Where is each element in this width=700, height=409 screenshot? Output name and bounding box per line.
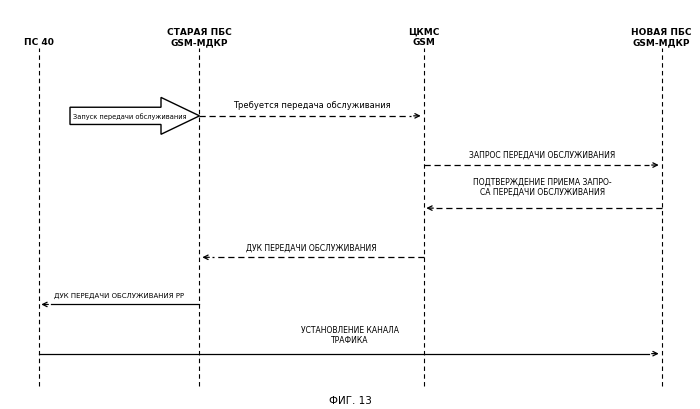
Polygon shape [70,98,199,135]
Text: ФИГ. 13: ФИГ. 13 [328,395,372,405]
Text: Требуется передача обслуживания: Требуется передача обслуживания [232,101,391,110]
Text: Запуск передачи обслуживания: Запуск передачи обслуживания [73,113,186,120]
Text: УСТАНОВЛЕНИЕ КАНАЛА
ТРАФИКА: УСТАНОВЛЕНИЕ КАНАЛА ТРАФИКА [301,325,399,344]
Text: ЦКМС
GSM: ЦКМС GSM [408,28,439,47]
Text: ПС 40: ПС 40 [24,38,53,47]
Text: ДУК ПЕРЕДАЧИ ОБСЛУЖИВАНИЯ: ДУК ПЕРЕДАЧИ ОБСЛУЖИВАНИЯ [246,243,377,252]
Text: НОВАЯ ПБС
GSM-МДКР: НОВАЯ ПБС GSM-МДКР [631,28,692,47]
Text: СТАРАЯ ПБС
GSM-МДКР: СТАРАЯ ПБС GSM-МДКР [167,28,232,47]
Text: ПОДТВЕРЖДЕНИЕ ПРИЕМА ЗАПРО-
СА ПЕРЕДАЧИ ОБСЛУЖИВАНИЯ: ПОДТВЕРЖДЕНИЕ ПРИЕМА ЗАПРО- СА ПЕРЕДАЧИ … [473,177,612,196]
Text: ЗАПРОС ПЕРЕДАЧИ ОБСЛУЖИВАНИЯ: ЗАПРОС ПЕРЕДАЧИ ОБСЛУЖИВАНИЯ [470,151,615,160]
Text: ДУК ПЕРЕДАЧИ ОБСЛУЖИВАНИЯ РР: ДУК ПЕРЕДАЧИ ОБСЛУЖИВАНИЯ РР [54,292,184,299]
